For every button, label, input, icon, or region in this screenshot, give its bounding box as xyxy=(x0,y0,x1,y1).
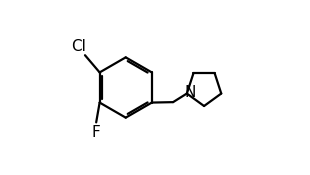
Text: Cl: Cl xyxy=(71,39,86,54)
Text: F: F xyxy=(92,125,100,141)
Text: N: N xyxy=(184,85,196,100)
